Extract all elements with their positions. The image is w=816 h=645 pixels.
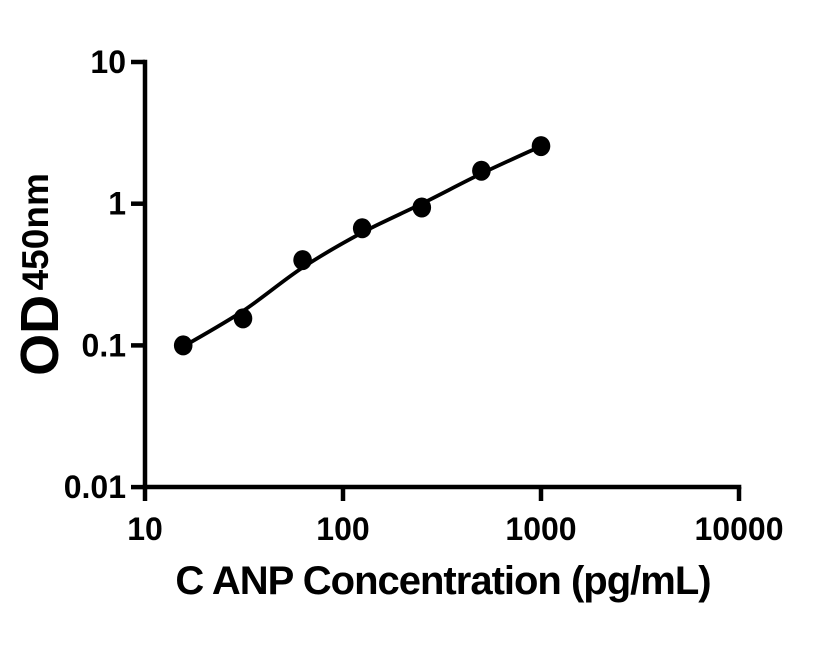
y-tick-label: 1 (108, 186, 126, 222)
x-axis-title: C ANP Concentration (pg/mL) (175, 559, 710, 603)
x-tick-label: 100 (316, 511, 369, 547)
plot-area (173, 136, 551, 356)
data-point-marker (173, 335, 193, 356)
data-point-marker (352, 218, 372, 239)
y-tick-label: 0.01 (64, 469, 126, 505)
x-tick-label: 10000 (695, 511, 784, 547)
data-point-marker (233, 308, 253, 329)
x-tick-label: 1000 (505, 511, 576, 547)
data-point-marker (293, 250, 312, 271)
y-axis-title-main: OD (10, 295, 70, 376)
y-tick-label: 10 (90, 44, 126, 80)
x-tick-label: 10 (127, 511, 163, 547)
y-tick-label: 0.1 (82, 327, 126, 363)
y-axis-title-subscript: 450nm (15, 173, 56, 290)
data-point-marker (472, 160, 491, 181)
y-axis-title: OD 450nm (10, 173, 70, 376)
data-point-marker (412, 197, 432, 218)
data-point-marker (531, 136, 551, 157)
